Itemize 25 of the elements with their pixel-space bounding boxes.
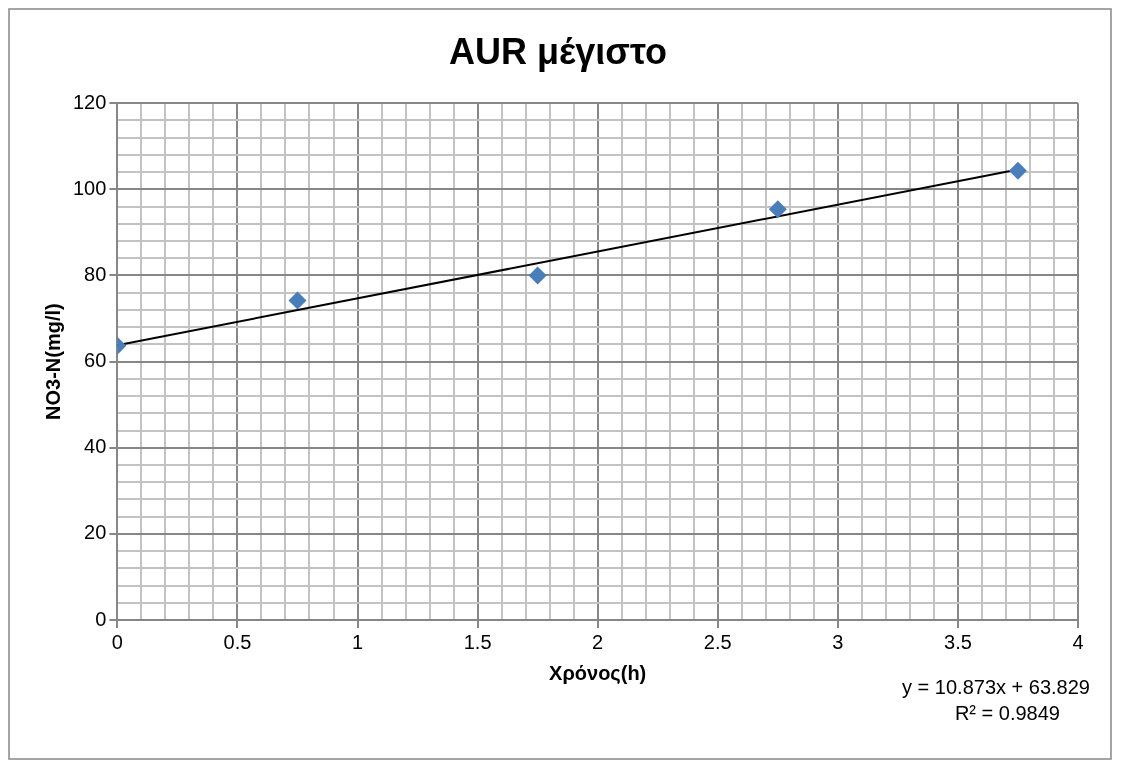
x-tick-label: 2.5 bbox=[703, 630, 732, 653]
y-tick-label: 60 bbox=[84, 349, 107, 372]
point bbox=[768, 200, 787, 219]
x-tick-label: 0 bbox=[111, 630, 123, 653]
x-tick-label: 4 bbox=[1072, 630, 1084, 653]
point bbox=[288, 291, 307, 310]
y-tick-label: 40 bbox=[84, 435, 107, 458]
y-tick-label: 20 bbox=[84, 521, 107, 544]
y-axis-title: NO3-N(mg/l) bbox=[41, 303, 64, 420]
point bbox=[528, 266, 547, 285]
x-tick-label: 1.5 bbox=[463, 630, 492, 653]
y-tick-label: 120 bbox=[72, 90, 107, 113]
x-tick-label: 1 bbox=[351, 630, 364, 653]
point bbox=[1008, 161, 1027, 180]
y-tick-label: 80 bbox=[84, 262, 107, 285]
y-tick-label: 100 bbox=[72, 176, 107, 199]
x-axis-title: Χρόνος(h) bbox=[549, 661, 647, 684]
x-tick-label: 3 bbox=[832, 630, 844, 653]
x-tick-label: 2 bbox=[592, 630, 604, 653]
text: R² = 0.9849 bbox=[954, 701, 1060, 724]
y-tick-label: 0 bbox=[95, 607, 107, 630]
x-tick-label: 3.5 bbox=[944, 630, 972, 653]
chart-title: AUR μέγιστο bbox=[449, 30, 667, 72]
text: y = 10.873x + 63.829 bbox=[902, 675, 1090, 698]
x-tick-label: 0.5 bbox=[223, 630, 252, 653]
